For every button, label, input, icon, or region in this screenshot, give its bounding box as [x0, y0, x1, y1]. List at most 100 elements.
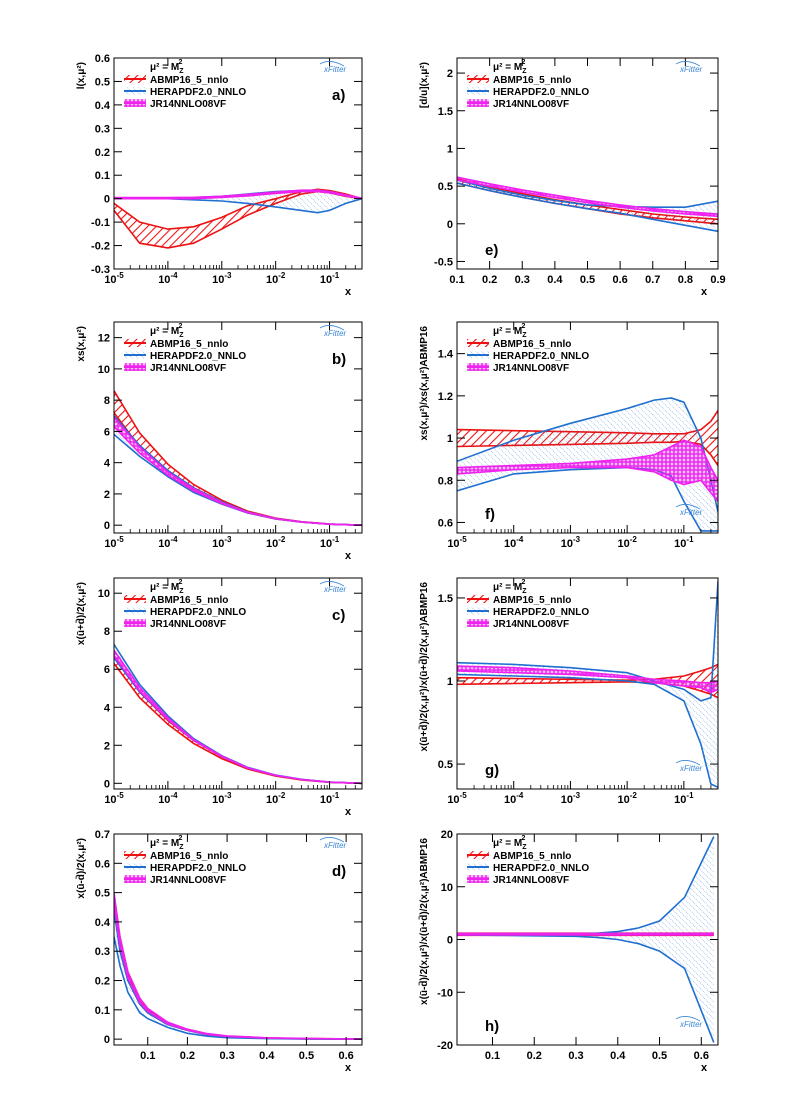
legend-entry-abmp: ABMP16_5_nnlo	[493, 75, 571, 86]
y-tick-label: 0.3	[95, 123, 110, 135]
y-tick-label: 0	[104, 778, 110, 790]
legend-entry-abmp: ABMP16_5_nnlo	[150, 75, 228, 86]
chart-panel-b: 10-5 10-4 10-3 10-2 10-1 x 0 2 4 6 8 10 12 xs(x,μ²) μ²…	[76, 321, 363, 562]
x-tick-label: 10-5	[104, 535, 124, 550]
y-tick-label: 1.5	[438, 593, 453, 605]
y-tick-label: 0.2	[95, 976, 110, 988]
x-axis-label: x	[345, 286, 352, 298]
x-tick-label: 10-1	[320, 791, 340, 806]
y-tick-label: 1	[447, 676, 453, 688]
x-tick-label: 10-4	[158, 791, 178, 806]
y-tick-label: 0.4	[95, 917, 111, 929]
x-tick-label: 10-4	[504, 791, 524, 806]
x-tick-label: 0.4	[547, 274, 563, 286]
line-jr-upper	[457, 439, 718, 481]
xfitter-logo-swoosh	[675, 1016, 701, 1022]
line-jr-upper	[457, 665, 718, 684]
x-tick-label: 10-4	[504, 535, 524, 550]
y-tick-label: 0.2	[95, 147, 110, 159]
y-axis-label: x(ū+d̄)/2(x,μ²)	[75, 582, 87, 645]
x-tick-label: 10-1	[674, 535, 694, 550]
x-tick-label: 10-3	[212, 535, 232, 550]
legend: μ² = MZ2ABMP16_5_nnloHERAPDF2.0_NNLOJR14…	[124, 579, 246, 630]
legend-entry-jr: JR14NNLO08VF	[493, 99, 569, 110]
x-tick-label: 10-5	[447, 535, 467, 550]
y-tick-label: 0.5	[438, 181, 453, 193]
legend-entry-abmp: ABMP16_5_nnlo	[150, 851, 228, 862]
legend-entry-abmp: ABMP16_5_nnlo	[150, 339, 228, 350]
y-tick-label: 2	[447, 68, 453, 80]
x-tick-label: 0.1	[449, 274, 464, 286]
legend-scale-label: μ² = MZ2	[150, 59, 184, 75]
y-tick-label: -0.1	[91, 217, 110, 229]
y-tick-label: 0.7	[95, 829, 110, 841]
panel-label: e)	[485, 242, 498, 259]
x-axis-label: x	[701, 1062, 708, 1074]
x-axis-label: x	[701, 286, 708, 298]
x-tick-label: 0.3	[515, 274, 530, 286]
xfitter-logo: xFitter	[323, 585, 347, 594]
y-tick-label: 0.6	[95, 53, 110, 65]
y-tick-label: 10	[98, 364, 110, 376]
y-axis-label: l(x,μ²)	[76, 62, 87, 89]
legend-entry-abmp: ABMP16_5_nnlo	[150, 595, 228, 606]
line-jr-lower	[457, 670, 718, 694]
line-jr-lower	[457, 466, 718, 502]
line-jr-upper	[114, 416, 362, 526]
y-tick-label: 1.2	[438, 391, 453, 403]
legend-entry-jr: JR14NNLO08VF	[150, 99, 226, 110]
x-tick-label: 0.5	[580, 274, 595, 286]
y-tick-label: 0.5	[438, 759, 453, 771]
y-tick-label: 2	[104, 740, 110, 752]
panel-label: h)	[485, 1018, 499, 1035]
legend-entry-jr: JR14NNLO08VF	[150, 363, 226, 374]
plot-area	[457, 581, 718, 789]
chart-panel-g: 10-5 10-4 10-3 10-2 10-1 0.5 1 1.5 x(ū+d̄)/2(x,μ…	[418, 577, 719, 806]
y-tick-label: 6	[104, 664, 110, 676]
y-tick-label: 0.6	[95, 858, 110, 870]
x-tick-label: 10-2	[266, 271, 286, 286]
y-tick-label: 0.5	[95, 76, 110, 88]
x-tick-label: 10-1	[320, 271, 340, 286]
legend-scale-label: μ² = MZ2	[493, 59, 527, 75]
y-tick-label: 10	[441, 882, 453, 894]
legend-entry-hera: HERAPDF2.0_NNLO	[493, 87, 589, 98]
x-tick-label: 0.6	[612, 274, 627, 286]
xfitter-logo: xFitter	[323, 841, 347, 850]
x-tick-label: 0.5	[652, 1050, 667, 1062]
line-jr-lower	[457, 179, 718, 218]
x-tick-label: 0.3	[568, 1050, 583, 1062]
y-axis-label: xs(x,μ²)/xs(x,μ²)ABMP16	[419, 326, 430, 441]
x-tick-label: 10-4	[158, 271, 178, 286]
y-tick-label: 0.1	[95, 1005, 110, 1017]
x-tick-label: 10-2	[617, 535, 637, 550]
chart-panel-e: 0.1 0.2 0.3 0.4 0.5 0.6 0.7 0.8 0.9x -0.5 0 0.5 1 1.5…	[419, 57, 726, 298]
x-tick-label: 0.1	[140, 1050, 155, 1062]
x-tick-label: 0.2	[180, 1050, 195, 1062]
y-tick-label: -0.5	[434, 256, 453, 268]
y-tick-label: 0.6	[438, 517, 453, 529]
legend: μ² = MZ2ABMP16_5_nnloHERAPDF2.0_NNLOJR14…	[124, 59, 246, 110]
legend-scale-label: μ² = MZ2	[150, 323, 184, 339]
legend-entry-hera: HERAPDF2.0_NNLO	[150, 607, 246, 618]
panel-label: c)	[332, 607, 345, 624]
x-tick-label: 10-2	[266, 535, 286, 550]
legend-entry-hera: HERAPDF2.0_NNLO	[150, 863, 246, 874]
legend-entry-abmp: ABMP16_5_nnlo	[493, 595, 571, 606]
x-tick-label: 0.7	[645, 274, 660, 286]
x-tick-label: 0.4	[259, 1050, 275, 1062]
y-tick-label: 0	[447, 219, 453, 231]
xfitter-logo-swoosh	[675, 760, 701, 766]
y-tick-label: 0	[104, 194, 110, 206]
xfitter-logo: xFitter	[323, 65, 347, 74]
legend-scale-label: μ² = MZ2	[493, 323, 527, 339]
x-tick-label: 10-2	[617, 791, 637, 806]
y-tick-label: 12	[98, 333, 110, 345]
y-tick-label: 10	[98, 588, 110, 600]
y-tick-label: 0.8	[438, 475, 453, 487]
y-tick-label: 8	[104, 395, 110, 407]
x-tick-label: 0.2	[527, 1050, 542, 1062]
x-tick-label: 10-3	[212, 271, 232, 286]
xfitter-logo: xFitter	[679, 764, 703, 773]
